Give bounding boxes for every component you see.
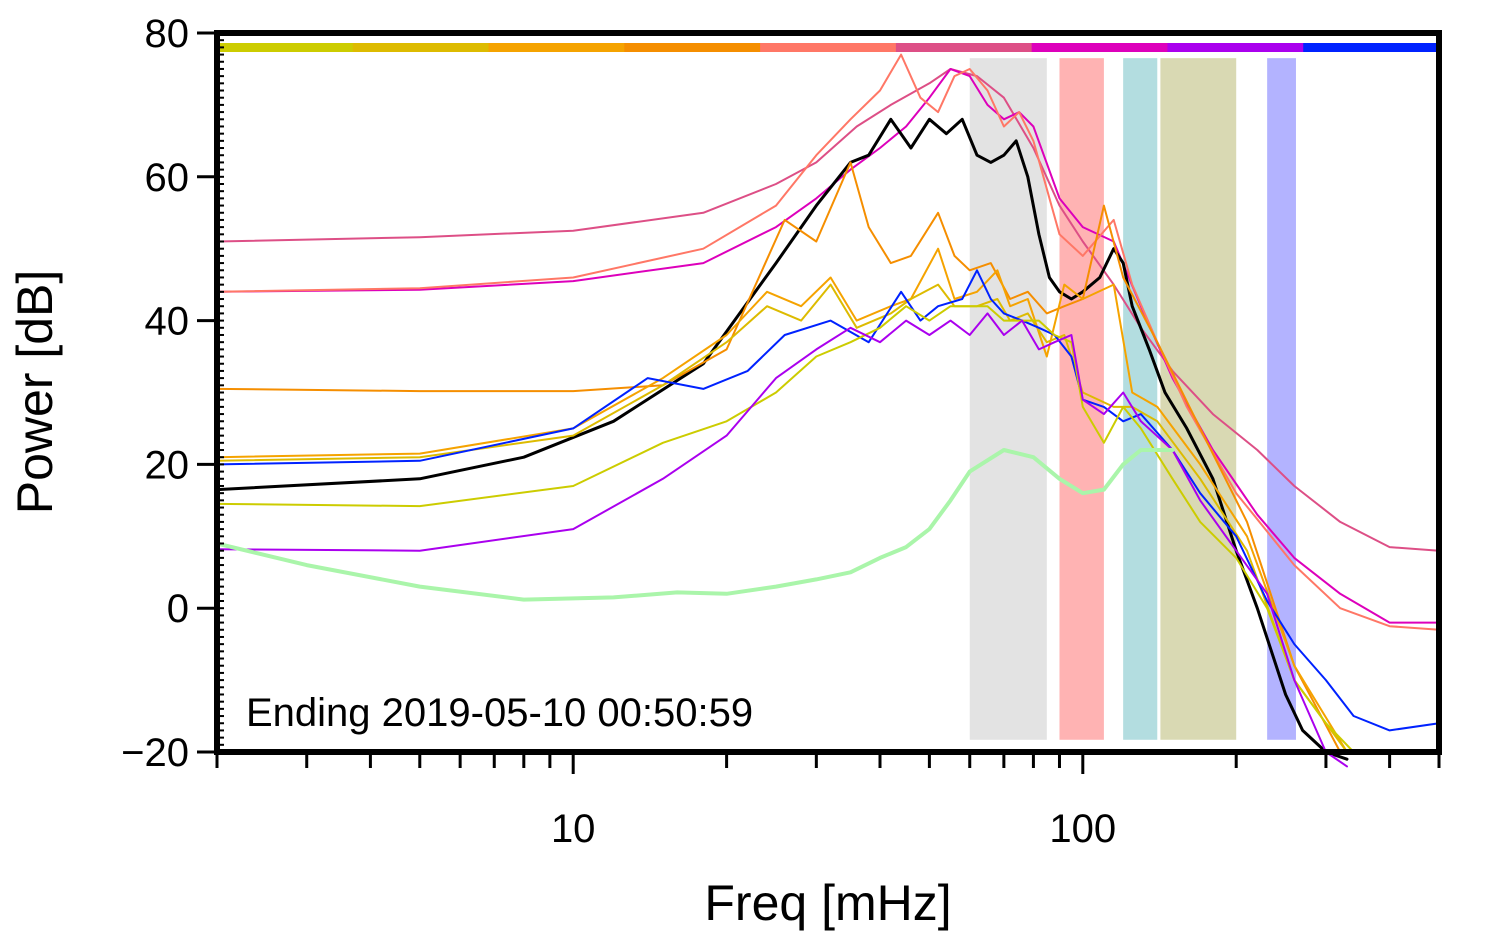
- series-purple: [216, 312, 1348, 768]
- y-tick-label: 20: [145, 443, 190, 487]
- y-tick-label: 40: [145, 300, 190, 344]
- color-bar-segment-4: [760, 43, 897, 52]
- x-tick-label: 100: [1049, 807, 1116, 851]
- y-axis: −20 0 20 40 60 80: [121, 12, 217, 775]
- color-bar-segment-7: [1167, 43, 1304, 52]
- x-axis-title: Freq [mHz]: [704, 875, 951, 931]
- color-bar: [217, 43, 1440, 52]
- color-bar-segment-2: [488, 43, 625, 52]
- frequency-bands: [969, 58, 1296, 740]
- plot-frame: [214, 30, 1442, 755]
- series-light-green: [215, 448, 1175, 602]
- series-orange-1: [216, 161, 1342, 753]
- band-0: [969, 58, 1047, 740]
- series-lines: [215, 53, 1440, 768]
- y-axis-title: Power [dB]: [7, 270, 63, 515]
- color-bar-segment-0: [217, 43, 354, 52]
- color-bar-segment-8: [1303, 43, 1440, 52]
- band-2: [1123, 58, 1158, 740]
- y-tick-label: 80: [145, 12, 190, 56]
- color-bar-segment-1: [352, 43, 490, 52]
- y-tick-label: 60: [145, 156, 190, 200]
- series-black: [215, 117, 1349, 761]
- series-magenta: [216, 68, 1440, 624]
- y-tick-label: −20: [121, 731, 189, 775]
- annotation: Ending 2019-05-10 00:50:59: [246, 691, 753, 735]
- x-axis: 10 100: [215, 752, 1441, 851]
- series-orange-2: [216, 247, 1348, 753]
- color-bar-segment-6: [1031, 43, 1168, 52]
- series-pink: [216, 68, 1440, 552]
- y-tick-label: 0: [167, 587, 189, 631]
- color-bar-segment-5: [895, 43, 1033, 52]
- series-yellow-green: [216, 305, 1355, 753]
- color-bar-segment-3: [624, 43, 761, 52]
- x-tick-label: 10: [551, 807, 596, 851]
- series-blue: [216, 269, 1440, 732]
